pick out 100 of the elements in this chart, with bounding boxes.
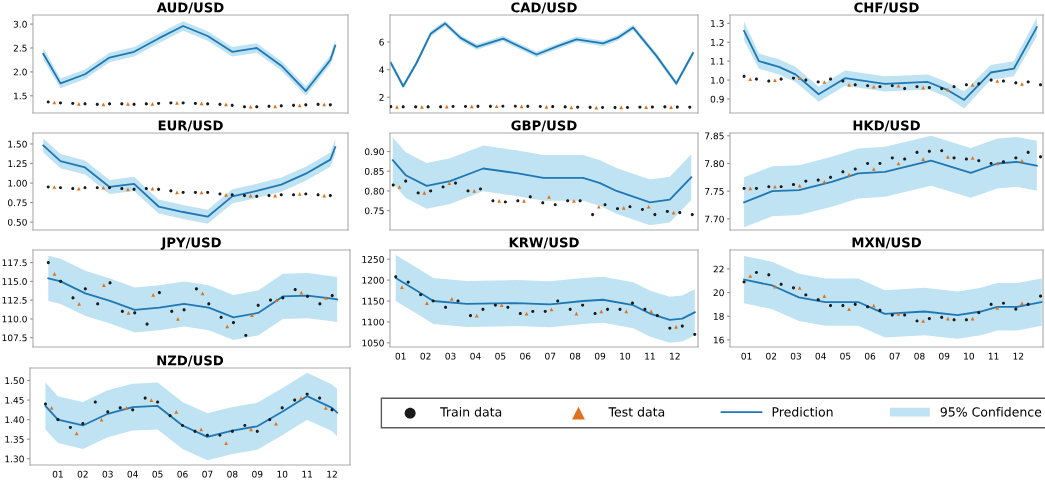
point xyxy=(853,83,857,87)
point xyxy=(556,299,560,303)
point xyxy=(174,409,179,414)
point xyxy=(180,423,185,428)
point xyxy=(419,293,423,297)
point xyxy=(1020,301,1024,306)
x-tick-label: 11 xyxy=(988,352,999,360)
point xyxy=(866,161,870,166)
point xyxy=(250,313,254,317)
chart-title: KRW/USD xyxy=(509,237,579,249)
y-tick-label: 0.85 xyxy=(364,167,384,175)
point xyxy=(822,179,827,184)
point xyxy=(804,179,808,183)
point xyxy=(927,149,931,153)
point xyxy=(940,315,944,319)
line-series xyxy=(743,26,1038,101)
x-tick-label: 05 xyxy=(840,352,851,360)
point xyxy=(176,317,180,321)
point xyxy=(522,198,526,203)
point xyxy=(903,87,907,91)
legend-label: Train data xyxy=(440,406,502,417)
point xyxy=(791,183,796,187)
point xyxy=(328,194,332,198)
point xyxy=(797,286,802,290)
point xyxy=(946,155,950,159)
y-tick-label: 1.25 xyxy=(8,160,27,168)
y-tick-label: 7.75 xyxy=(705,188,724,195)
point xyxy=(106,410,110,414)
point xyxy=(406,280,410,284)
y-tick-label: 1.3 xyxy=(711,20,724,27)
x-tick-label: 06 xyxy=(864,352,876,360)
chart-title: NZD/USD xyxy=(157,355,224,367)
x-tick-label: 08 xyxy=(570,352,581,360)
point xyxy=(605,307,610,311)
point xyxy=(400,285,404,290)
point xyxy=(157,187,161,191)
point xyxy=(921,319,926,323)
point xyxy=(279,193,283,197)
chart-title: HKD/USD xyxy=(853,120,920,132)
point xyxy=(120,309,124,313)
chart-title: AUD/USD xyxy=(156,2,224,14)
y-tick-label: 1.45 xyxy=(5,396,24,404)
point xyxy=(422,191,427,195)
point xyxy=(767,273,771,277)
x-tick-label: 01 xyxy=(741,352,752,360)
point xyxy=(773,284,777,289)
point xyxy=(206,190,210,194)
x-tick-label: 08 xyxy=(914,352,925,360)
y-tick-label: 22 xyxy=(713,265,724,273)
point xyxy=(773,78,777,82)
point xyxy=(828,304,833,308)
x-tick-label: 02 xyxy=(766,352,777,360)
point xyxy=(915,85,919,89)
point xyxy=(767,185,771,189)
y-tick-label: 112.5 xyxy=(2,296,27,304)
y-tick-label: 0.75 xyxy=(7,199,27,207)
point xyxy=(541,201,545,205)
x-tick-label: 12 xyxy=(327,470,337,478)
x-tick-label: 08 xyxy=(227,470,238,478)
point xyxy=(182,308,186,312)
point xyxy=(193,190,197,194)
point xyxy=(547,195,551,199)
y-tick-label: 20 xyxy=(713,289,724,297)
point xyxy=(847,82,851,87)
chart-title: JPY/USD xyxy=(160,237,221,250)
point xyxy=(324,296,328,300)
y-tick-label: 4 xyxy=(379,66,384,74)
y-tick-label: 1.40 xyxy=(5,416,24,424)
y-tick-label: 18 xyxy=(713,312,724,320)
y-tick-label: 1100 xyxy=(362,318,384,326)
y-tick-label: 0.9 xyxy=(710,95,724,103)
y-tick-label: 0.75 xyxy=(364,207,384,215)
point xyxy=(596,204,601,209)
point xyxy=(144,186,148,191)
y-tick-label: 117.5 xyxy=(2,259,27,267)
chart-title: CHF/USD xyxy=(854,2,919,14)
point xyxy=(822,80,827,84)
point xyxy=(255,194,259,198)
point xyxy=(297,192,302,196)
y-tick-label: 1.50 xyxy=(5,377,24,385)
y-tick-label: 2.5 xyxy=(13,44,27,52)
y-tick-label: 0.50 xyxy=(7,218,27,226)
x-tick-label: 09 xyxy=(252,470,263,478)
point xyxy=(828,175,833,179)
point xyxy=(915,150,919,154)
line-series xyxy=(391,159,693,204)
point xyxy=(674,325,678,329)
y-tick-label: 1050 xyxy=(362,339,384,347)
point xyxy=(896,312,901,316)
point xyxy=(618,307,622,311)
x-tick-label: 10 xyxy=(620,352,631,360)
point xyxy=(890,84,894,88)
x-tick-label: 02 xyxy=(420,352,431,360)
point xyxy=(43,402,47,406)
point xyxy=(68,425,72,429)
x-tick-label: 03 xyxy=(790,352,801,360)
point xyxy=(52,272,57,276)
y-tick-label: 1.00 xyxy=(8,179,27,187)
point xyxy=(267,194,271,198)
x-tick-label: 03 xyxy=(102,470,113,478)
